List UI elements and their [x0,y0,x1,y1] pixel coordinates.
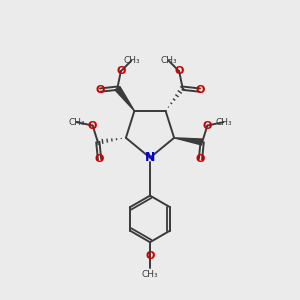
Text: O: O [145,250,155,261]
Text: CH₃: CH₃ [123,56,140,65]
Text: O: O [95,154,104,164]
Text: O: O [195,85,205,95]
Text: O: O [88,121,97,130]
Text: N: N [145,151,155,164]
Text: CH₃: CH₃ [68,118,85,127]
Text: CH₃: CH₃ [160,56,177,65]
Polygon shape [115,86,134,111]
Text: O: O [203,121,212,130]
Text: CH₃: CH₃ [142,270,158,279]
Text: CH₃: CH₃ [215,118,232,127]
Text: O: O [175,66,184,76]
Text: O: O [196,154,205,164]
Text: O: O [116,66,125,76]
Polygon shape [174,138,203,145]
Text: O: O [95,85,105,95]
